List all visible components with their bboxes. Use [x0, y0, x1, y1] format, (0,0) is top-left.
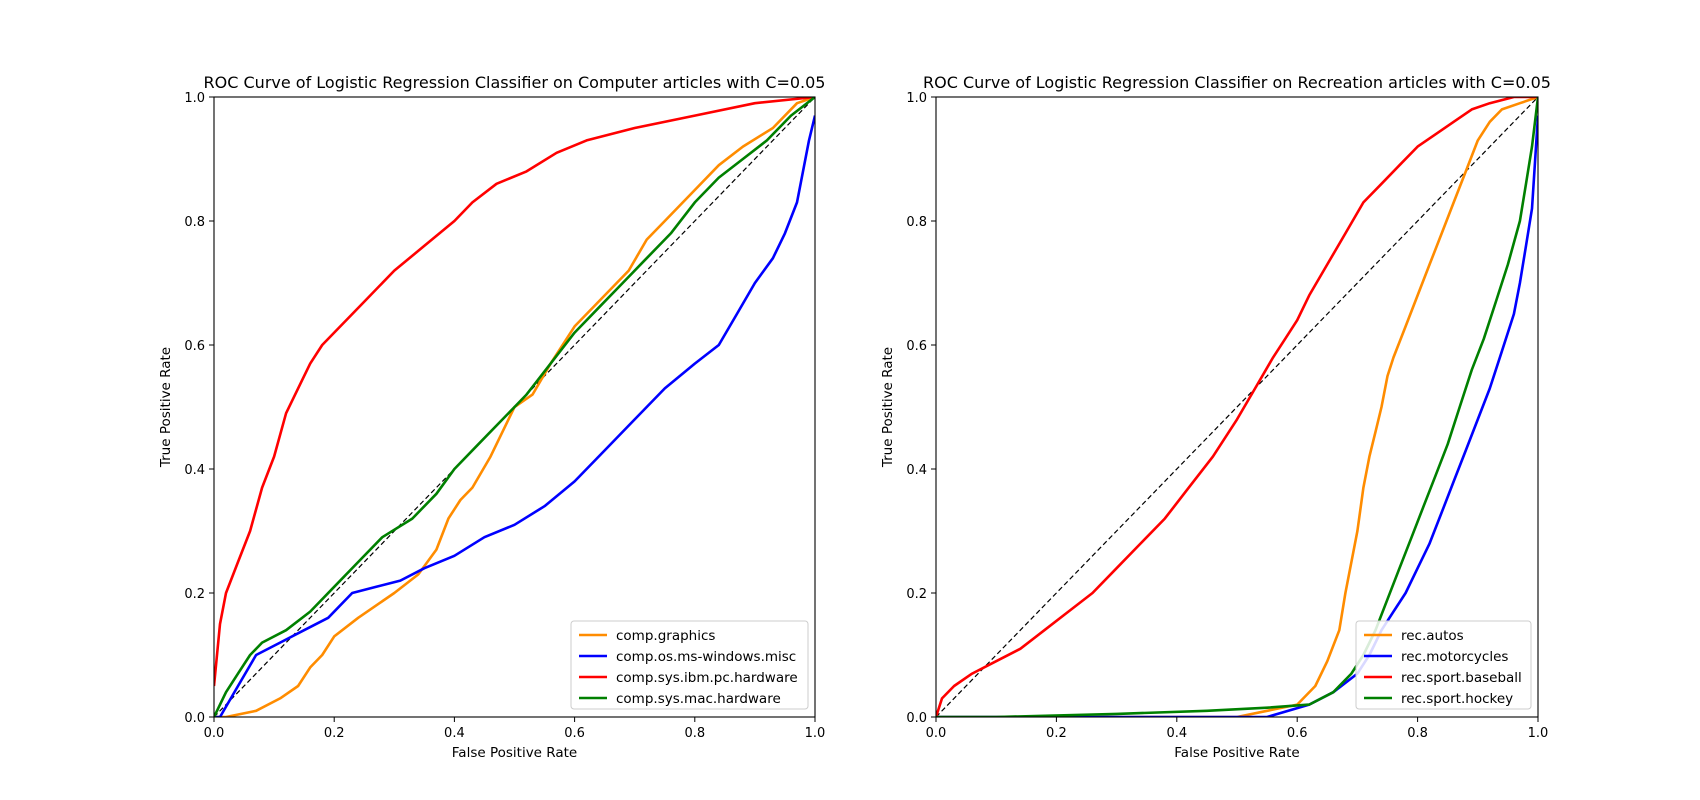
y-axis-label: True Positive Rate [158, 347, 174, 468]
series-line-rec-autos [936, 97, 1538, 717]
y-tick-label: 0.6 [906, 339, 927, 354]
x-tick-label: 0.0 [204, 726, 225, 741]
chart-panel-2: 0.0 0.2 0.4 0.6 0.8 1.00.00.20.40.60.81.0ROC … [880, 73, 1551, 761]
legend-label: rec.autos [1401, 628, 1464, 644]
y-tick-label: 0.4 [906, 463, 927, 478]
x-tick-label: 0.8 [684, 726, 705, 741]
legend-box [570, 620, 809, 710]
x-axis-label: False Positive Rate [452, 745, 577, 761]
x-tick-label: 1.0 [1528, 726, 1549, 741]
y-tick-label: 0.0 [184, 711, 205, 726]
plot-frame [935, 96, 1539, 718]
plot-frame [213, 96, 816, 718]
x-tick-label: 1.0 [805, 726, 826, 741]
x-tick-label: 0.0 [926, 726, 947, 741]
x-tick-label: 0.2 [1046, 726, 1067, 741]
series-line-comp-sys-mac-hardware [214, 97, 815, 717]
y-axis-label: True Positive Rate [880, 347, 896, 468]
y-tick-label: 0.2 [906, 587, 927, 602]
chance-diagonal-line [935, 96, 1539, 718]
legend-label: comp.sys.mac.hardware [616, 691, 781, 707]
series-line-rec-sport-baseball [936, 97, 1538, 717]
legend-box [1355, 620, 1532, 710]
x-tick-label: 0.2 [324, 726, 345, 741]
legend-label: comp.os.ms-windows.misc [616, 649, 796, 665]
x-tick-label: 0.4 [1166, 726, 1187, 741]
series-line-comp-graphics [214, 97, 815, 717]
x-axis-label: False Positive Rate [1174, 745, 1299, 761]
chart-panel-1: 0.0 0.2 0.4 0.6 0.8 1.00.00.20.40.60.81.0ROC … [158, 73, 825, 761]
x-tick-label: 0.6 [564, 726, 585, 741]
series-line-comp-sys-ibm-pc-hardware [214, 97, 815, 687]
y-tick-label: 0.6 [184, 339, 205, 354]
legend-label: rec.sport.hockey [1401, 691, 1513, 707]
legend-label: rec.sport.baseball [1401, 670, 1522, 686]
x-tick-label: 0.6 [1287, 726, 1308, 741]
y-tick-label: 0.4 [184, 463, 205, 478]
series-line-rec-motorcycles [936, 115, 1538, 717]
legend: rec.autos rec.motorcycles rec.sport.baseba… [1355, 620, 1532, 710]
legend-label: comp.graphics [616, 628, 715, 644]
series-lines [936, 97, 1538, 717]
x-tick-label: 0.8 [1407, 726, 1428, 741]
legend-label: rec.motorcycles [1401, 649, 1508, 665]
legend: comp.graphics comp.os.ms-windows.misc comp… [570, 620, 809, 710]
series-lines [214, 97, 815, 717]
y-tick-label: 0.0 [906, 711, 927, 726]
y-tick-label: 1.0 [906, 91, 927, 106]
legend-label: comp.sys.ibm.pc.hardware [616, 670, 798, 686]
series-line-rec-sport-hockey [936, 97, 1538, 717]
chart-title: ROC Curve of Logistic Regression Classif… [923, 73, 1551, 92]
chart-title: ROC Curve of Logistic Regression Classif… [204, 73, 826, 92]
x-tick-label: 0.4 [444, 726, 465, 741]
series-line-comp-os-ms-windows-misc [214, 115, 815, 717]
y-tick-label: 0.8 [184, 215, 205, 230]
y-tick-label: 0.2 [184, 587, 205, 602]
y-tick-label: 1.0 [184, 91, 205, 106]
y-tick-label: 0.8 [906, 215, 927, 230]
